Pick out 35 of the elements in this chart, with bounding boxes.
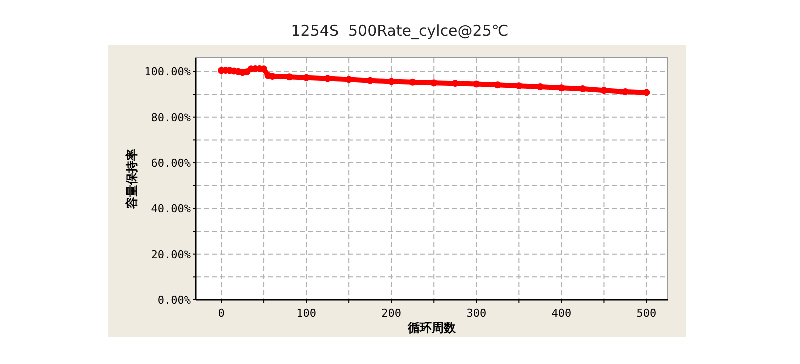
point — [622, 88, 629, 96]
point — [536, 83, 544, 90]
y-axis-title: 容量保持率 — [125, 149, 139, 210]
y-tick-label: 40.00% — [151, 202, 192, 216]
point — [366, 77, 374, 84]
y-tick-label: 20.00% — [151, 248, 192, 262]
point — [452, 80, 459, 88]
x-tick-label: 400 — [552, 307, 572, 320]
point — [516, 82, 523, 90]
point — [409, 78, 416, 86]
point — [260, 66, 268, 73]
point — [600, 87, 608, 94]
x-tick-label: 200 — [382, 307, 402, 320]
y-tick-label: 0.00% — [158, 294, 192, 307]
x-tick-label: 300 — [466, 307, 487, 320]
point — [558, 84, 566, 92]
point — [494, 82, 502, 89]
x-tick-label: 500 — [636, 307, 657, 320]
point — [430, 80, 438, 87]
point — [324, 75, 332, 82]
point — [473, 80, 480, 88]
point — [286, 74, 294, 81]
point — [643, 89, 650, 96]
point — [388, 78, 396, 86]
y-tick-label: 60.00% — [151, 157, 192, 170]
point — [269, 72, 276, 80]
x-axis-title: 循环周数 — [407, 321, 457, 335]
y-tick-label: 80.00% — [151, 111, 192, 124]
x-tick-label: 0 — [218, 307, 225, 320]
chart-title: 1254S 500Rate_cylce@25℃ — [291, 22, 509, 40]
point — [303, 74, 310, 82]
point — [579, 86, 586, 93]
point — [346, 76, 353, 84]
x-tick-label: 100 — [296, 307, 316, 320]
y-tick-label: 100.00% — [144, 66, 192, 79]
